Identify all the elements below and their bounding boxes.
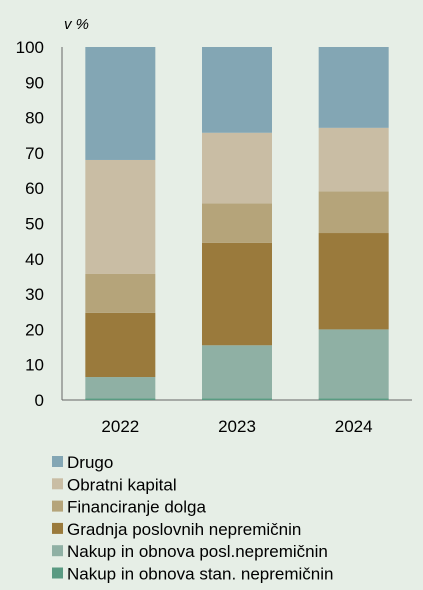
bar-segment — [85, 398, 156, 400]
legend: Drugo Obratni kapital Financiranje dolga Gr… — [52, 453, 334, 584]
legend-label: Gradnja poslovnih nepremičnin — [67, 520, 301, 539]
y-tick-label: 0 — [35, 391, 44, 410]
y-unit-label: v % — [64, 16, 89, 33]
bar-segment — [202, 203, 272, 243]
bar-segment — [202, 132, 272, 204]
legend-swatch — [52, 545, 63, 557]
y-tick-label: 90 — [25, 73, 44, 92]
legend-label: Nakup in obnova stan. nepremičnin — [67, 565, 334, 584]
y-tick-label: 70 — [25, 144, 44, 163]
y-tick-label: 20 — [25, 320, 44, 339]
bar-segment — [85, 159, 156, 274]
x-tick-label: 2022 — [101, 417, 139, 436]
y-tick-label: 50 — [25, 215, 44, 234]
legend-swatch — [52, 567, 63, 579]
legend-label: Financiranje dolga — [67, 498, 206, 517]
legend-label: Nakup in obnova posl.nepremičnin — [67, 542, 328, 561]
bar-segment — [318, 329, 389, 399]
legend-swatch — [52, 478, 63, 490]
bar-segment — [202, 47, 272, 133]
bar-segment — [202, 345, 272, 399]
bar-segment — [85, 273, 156, 313]
y-tick-labels: 0 10 20 30 40 50 60 70 80 90 100 — [16, 38, 44, 410]
bar-segment — [318, 191, 389, 234]
x-tick-labels: 2022 2023 2024 — [101, 417, 372, 436]
bar-segment — [318, 127, 389, 192]
bar-segment — [202, 398, 272, 400]
x-tick-label: 2024 — [335, 417, 373, 436]
legend-swatch — [52, 456, 63, 467]
legend-label: Drugo — [67, 453, 113, 472]
legend-swatch — [52, 500, 63, 512]
y-tick-label: 80 — [25, 109, 44, 128]
legend-label: Obratni kapital — [67, 475, 177, 494]
bar-segment — [318, 47, 389, 128]
y-tick-label: 10 — [25, 356, 44, 375]
legend-swatch — [52, 522, 63, 534]
bar-segment — [85, 47, 156, 160]
y-tick-label: 30 — [25, 285, 44, 304]
bar-segment — [85, 312, 156, 378]
x-tick-label: 2023 — [218, 417, 256, 436]
y-tick-label: 100 — [16, 38, 44, 57]
bar-segment — [318, 233, 389, 330]
bars — [85, 47, 389, 400]
y-tick-label: 60 — [25, 179, 44, 198]
y-tick-label: 40 — [25, 250, 44, 269]
bar-segment — [85, 377, 156, 399]
bar-segment — [202, 242, 272, 346]
bar-segment — [318, 398, 389, 400]
